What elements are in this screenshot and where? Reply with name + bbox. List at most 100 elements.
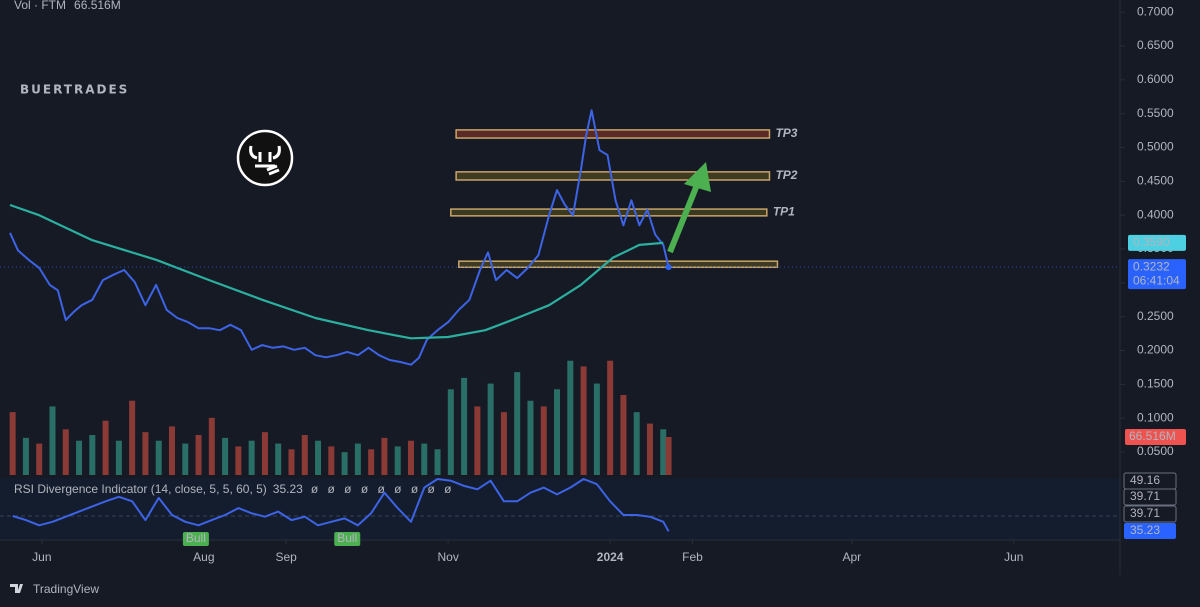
x-tick-label: Nov xyxy=(437,550,458,564)
x-tick-label: Jun xyxy=(32,550,51,564)
volume-bar xyxy=(620,395,627,475)
volume-bar xyxy=(540,406,547,475)
volume-bar xyxy=(527,400,534,475)
volume-bar xyxy=(195,435,202,475)
rsi-title: RSI Divergence Indicator (14, close, 5, … xyxy=(14,482,267,496)
y-tick-label: 0.2500 xyxy=(1137,309,1174,323)
volume-label-box xyxy=(1125,428,1186,445)
rsi-label-box xyxy=(1123,488,1177,506)
volume-bar xyxy=(593,383,600,475)
volume-bar xyxy=(381,437,388,475)
arrow xyxy=(667,162,711,254)
volume-bar xyxy=(461,377,468,475)
rsi-label-box xyxy=(1123,505,1177,523)
volume-bar xyxy=(646,423,653,475)
volume-bar xyxy=(368,449,375,475)
volume-bar xyxy=(487,383,494,475)
volume-bar xyxy=(315,440,322,475)
volume-bar xyxy=(155,440,162,475)
volume-bar xyxy=(142,432,149,475)
zone-label: TP2 xyxy=(775,168,797,182)
rsi-axis-label: 35.23 xyxy=(1130,523,1160,537)
volume-bar xyxy=(500,412,507,475)
brand-icon xyxy=(10,584,23,593)
y-tick-label: 0.7000 xyxy=(1137,4,1174,18)
volume-bar xyxy=(115,440,122,475)
volume-bar xyxy=(89,435,96,475)
line-series xyxy=(9,109,670,366)
y-tick-label: 0.1000 xyxy=(1137,410,1174,424)
volume-title: Vol · FTM xyxy=(14,0,66,12)
volume-bar xyxy=(36,443,43,475)
bull-box xyxy=(334,532,361,546)
y-tick-label: 0.4000 xyxy=(1137,207,1174,221)
volume-bar xyxy=(407,440,414,475)
volume-bar xyxy=(447,389,454,475)
volume-bar xyxy=(301,435,308,475)
volume-label: 66.516M xyxy=(1129,429,1176,443)
volume-bar xyxy=(222,437,229,475)
price-label-sub: 06:41:04 xyxy=(1133,273,1180,287)
volume-bar xyxy=(554,389,561,475)
volume-bar xyxy=(474,406,481,475)
volume-bar xyxy=(9,412,16,475)
price-label-box xyxy=(1128,259,1186,290)
last-price-dot xyxy=(665,264,672,271)
rsi-label-box xyxy=(1124,523,1176,539)
volume-bar xyxy=(288,449,295,475)
y-tick-label: 0.2000 xyxy=(1137,343,1174,357)
y-tick-label: 0.6000 xyxy=(1137,72,1174,86)
x-tick-label: Aug xyxy=(193,550,214,564)
y-tick-label: 0.5000 xyxy=(1137,140,1174,154)
y-tick-label: 0.1500 xyxy=(1137,377,1174,391)
volume-bar xyxy=(394,446,401,475)
line-series xyxy=(9,203,664,340)
volume-bar xyxy=(341,452,348,475)
price-label-box xyxy=(1128,234,1186,251)
x-tick-label: Jun xyxy=(1004,550,1023,564)
price-label: 0.3232 xyxy=(1133,259,1170,273)
volume-bar xyxy=(129,400,136,475)
x-tick-label: 2024 xyxy=(597,550,624,564)
volume-bar xyxy=(22,437,29,475)
arrow-head xyxy=(684,162,711,192)
bull-label: Bull xyxy=(186,531,206,545)
volume-bar xyxy=(76,440,83,475)
volume-bar xyxy=(328,446,335,475)
brand-logo: TradingView xyxy=(10,582,99,596)
brand-text: TradingView xyxy=(33,582,99,596)
x-tick-label: Feb xyxy=(682,550,703,564)
volume-value: 66.516M xyxy=(74,0,121,12)
volume-bar xyxy=(421,443,428,475)
y-tick-label: 0.5500 xyxy=(1137,106,1174,120)
bull-label: Bull xyxy=(337,531,357,545)
volume-bar xyxy=(208,417,215,475)
rsi-panel xyxy=(0,478,1120,540)
volume-bar xyxy=(633,412,640,475)
volume-bar xyxy=(182,443,189,475)
volume-bar xyxy=(580,366,587,475)
watermark: BUERTRADES xyxy=(20,83,129,97)
logo-ring xyxy=(236,129,294,187)
zone-label: TP1 xyxy=(773,205,795,219)
volume-bar xyxy=(275,443,282,475)
volume-bar xyxy=(49,406,56,475)
logo xyxy=(236,129,294,187)
volume-bar xyxy=(660,429,667,475)
volume-bar xyxy=(235,446,242,475)
y-tick-label: 0.4500 xyxy=(1137,174,1174,188)
y-tick-label: 0.0500 xyxy=(1137,444,1174,458)
target-zone xyxy=(458,260,779,269)
volume-bar xyxy=(168,426,175,475)
logo-mark xyxy=(249,145,281,176)
volume-bar xyxy=(434,449,441,475)
price-label: 0.3590 xyxy=(1133,235,1170,249)
volume-bar xyxy=(62,429,69,475)
target-zone xyxy=(455,171,771,181)
x-tick-label: Apr xyxy=(842,550,861,564)
target-zone xyxy=(450,208,768,217)
rsi-current: 35.23 xyxy=(273,482,303,496)
